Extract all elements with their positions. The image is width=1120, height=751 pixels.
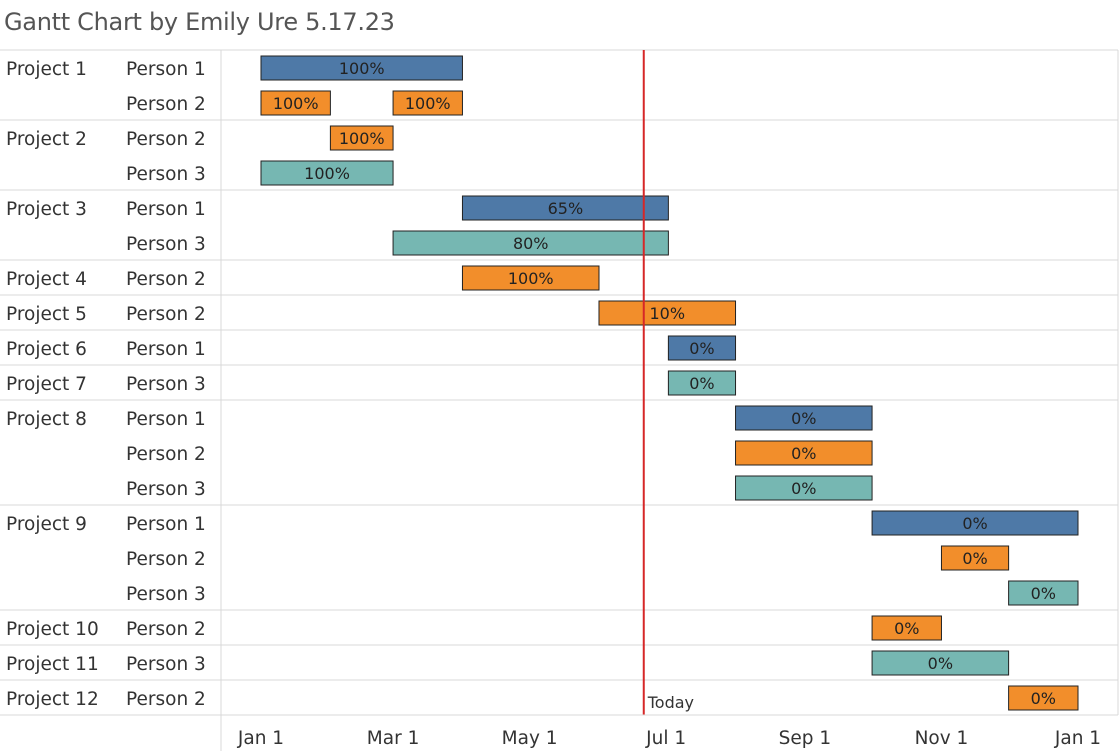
gantt-bar [871, 510, 1079, 536]
gantt-bar [871, 615, 942, 641]
project-label: Project 8 [6, 409, 87, 430]
project-label: Project 10 [6, 619, 99, 640]
bar-label: 0% [928, 654, 953, 673]
person-label: Person 3 [126, 479, 206, 500]
gantt-bar [667, 370, 737, 396]
x-tick-label: May 1 [502, 728, 558, 749]
bar-label: 100% [273, 94, 319, 113]
bar-label: 0% [689, 374, 714, 393]
project-label: Project 3 [6, 199, 87, 220]
bar-label: 0% [962, 549, 987, 568]
bar-label: 100% [339, 59, 385, 78]
project-label: Project 12 [6, 689, 99, 710]
person-label: Person 1 [126, 514, 206, 535]
gantt-bar [735, 475, 873, 501]
person-label: Person 1 [126, 409, 206, 430]
project-label: Project 2 [6, 129, 87, 150]
bar-label: 0% [689, 339, 714, 358]
bar-label: 0% [791, 479, 816, 498]
project-label: Project 7 [6, 374, 87, 395]
person-label: Person 1 [126, 199, 206, 220]
gantt-bar [461, 195, 669, 221]
person-label: Person 2 [126, 549, 206, 570]
bar-label: 65% [548, 199, 584, 218]
bar-label: 100% [304, 164, 350, 183]
person-label: Person 3 [126, 164, 206, 185]
x-tick-label: Jan 1 [237, 728, 284, 749]
x-tick-label: Jan 1 [1054, 728, 1101, 749]
person-label: Person 2 [126, 304, 206, 325]
person-label: Person 2 [126, 444, 206, 465]
bar-label: 80% [513, 234, 549, 253]
person-label: Person 3 [126, 234, 206, 255]
project-label: Project 4 [6, 269, 87, 290]
chart-title: Gantt Chart by Emily Ure 5.17.23 [4, 8, 395, 36]
person-label: Person 2 [126, 94, 206, 115]
gantt-bar [329, 125, 394, 151]
bar-label: 0% [791, 444, 816, 463]
gantt-bar [940, 545, 1010, 571]
x-tick-label: Nov 1 [915, 728, 969, 749]
person-label: Person 3 [126, 654, 206, 675]
bar-label: 0% [894, 619, 919, 638]
person-label: Person 3 [126, 584, 206, 605]
bar-label: 0% [1031, 689, 1056, 708]
gantt-bar [260, 55, 463, 81]
gantt-bar [392, 230, 669, 256]
project-label: Project 9 [6, 514, 87, 535]
project-label: Project 6 [6, 339, 87, 360]
bar-label: 10% [649, 304, 685, 323]
gantt-bar [598, 300, 737, 326]
project-label: Project 11 [6, 654, 99, 675]
person-label: Person 1 [126, 339, 206, 360]
bar-label: 100% [508, 269, 554, 288]
bar-label: 100% [339, 129, 385, 148]
gantt-bar [667, 335, 737, 361]
x-tick-label: Mar 1 [367, 728, 420, 749]
gantt-bar [461, 265, 600, 291]
person-label: Person 2 [126, 619, 206, 640]
person-label: Person 3 [126, 374, 206, 395]
person-label: Person 2 [126, 129, 206, 150]
gantt-bar [260, 160, 394, 186]
project-label: Project 1 [6, 59, 87, 80]
person-label: Person 2 [126, 689, 206, 710]
x-tick-label: Jul 1 [645, 728, 686, 749]
gantt-bar [871, 650, 1010, 676]
gantt-bar [392, 90, 463, 116]
bar-label: 0% [791, 409, 816, 428]
person-label: Person 2 [126, 269, 206, 290]
x-tick-label: Sep 1 [779, 728, 832, 749]
bar-label: 0% [1031, 584, 1056, 603]
gantt-bar [735, 405, 873, 431]
bar-label: 100% [405, 94, 451, 113]
gantt-bar [1008, 685, 1079, 711]
gantt-bar [260, 90, 331, 116]
today-label: Today [647, 693, 694, 712]
gantt-bar [735, 440, 873, 466]
person-label: Person 1 [126, 59, 206, 80]
gantt-bar [1008, 580, 1079, 606]
project-label: Project 5 [6, 304, 87, 325]
bar-label: 0% [962, 514, 987, 533]
